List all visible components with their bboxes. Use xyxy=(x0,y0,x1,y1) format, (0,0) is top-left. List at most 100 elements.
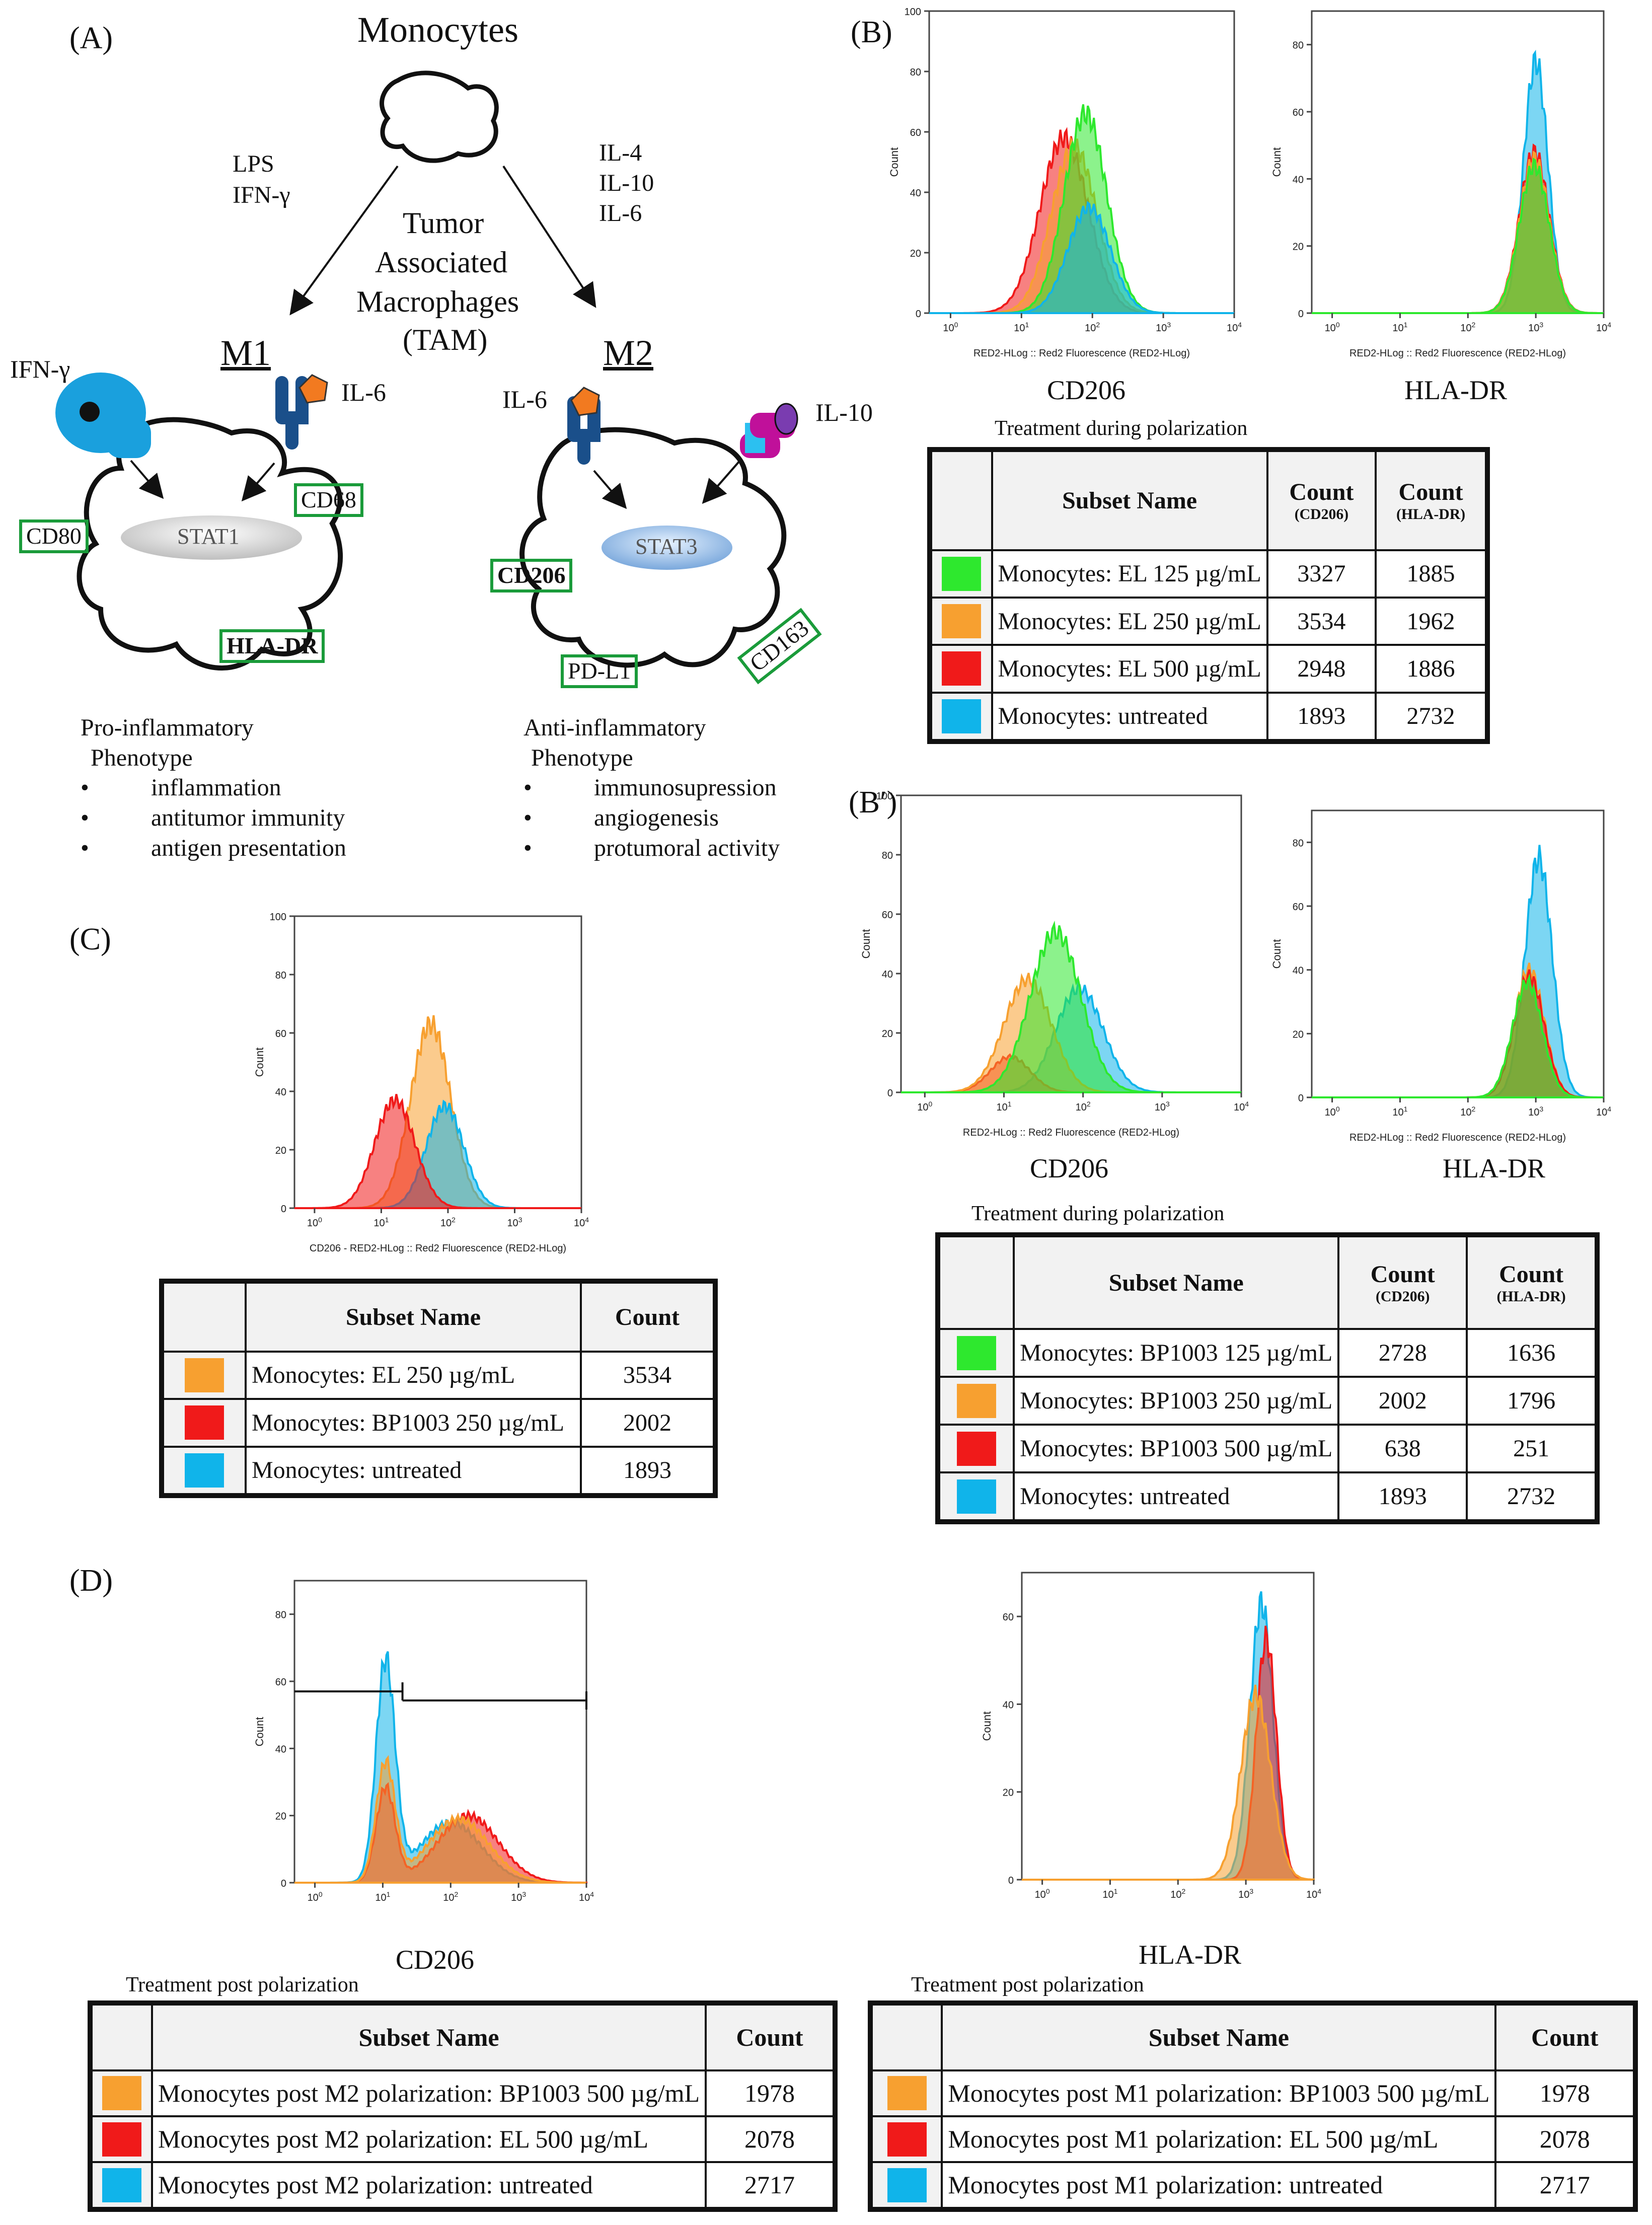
panel-c-label: (C) xyxy=(69,922,111,956)
table-b-col-name: Subset Name xyxy=(991,450,1268,551)
table-d2-col-name: Subset Name xyxy=(941,2004,1497,2071)
x-tick-label: 101 xyxy=(1102,1887,1117,1900)
x-tick-label: 102 xyxy=(440,1216,456,1229)
x-tick-label: 101 xyxy=(375,1890,390,1903)
anti-item: angiogenesis xyxy=(523,803,780,833)
x-tick-label: 103 xyxy=(1155,1100,1170,1113)
pro-item: antigen presentation xyxy=(81,833,346,863)
tam-line-2: Associated xyxy=(375,246,508,279)
y-tick-label: 80 xyxy=(882,850,893,861)
anti-phenotype-list: immunosupression angiogenesis protumoral… xyxy=(523,773,780,863)
table-b-heading: Treatment during polarization xyxy=(995,417,1248,440)
panel-b-label: (B) xyxy=(851,15,892,49)
y-tick-label: 40 xyxy=(882,969,893,980)
bp-hladr-caption: HLA-DR xyxy=(1443,1153,1545,1183)
x-tick-label: 104 xyxy=(1306,1887,1321,1900)
x-tick-label: 100 xyxy=(1035,1887,1050,1900)
table-row: Monocytes post M2 polarization: BP1003 5… xyxy=(90,2069,835,2117)
tam-line-3: Macrophages xyxy=(356,285,519,318)
legend-swatch xyxy=(90,2069,154,2117)
x-tick-label: 103 xyxy=(1528,321,1543,334)
m1-label: M1 xyxy=(220,333,271,373)
count-cell: 2728 xyxy=(1337,1328,1468,1378)
schematic-graphics xyxy=(55,70,798,671)
subset-name: Monocytes: BP1003 250 µg/mL xyxy=(245,1398,582,1448)
pro-phenotype-list: inflammation antitumor immunity antigen … xyxy=(81,773,346,863)
y-tick-label: 40 xyxy=(1003,1699,1014,1711)
y-tick-label: 40 xyxy=(275,1087,286,1098)
count-cell: 2078 xyxy=(1494,2115,1635,2163)
table-b-col-count2: Count (HLA-DR) xyxy=(1375,450,1487,551)
x-tick-label: 104 xyxy=(574,1216,589,1229)
panel-bp-label: (B′) xyxy=(849,785,897,820)
table-row: Monocytes post M1 polarization: BP1003 5… xyxy=(870,2069,1635,2117)
y-tick-label: 80 xyxy=(1293,40,1304,51)
panel-d-label: (D) xyxy=(69,1564,113,1598)
table-bp-col-count2: Count (HLA-DR) xyxy=(1466,1235,1597,1330)
y-tick-label: 60 xyxy=(275,1028,286,1040)
legend-swatch xyxy=(938,1376,1015,1426)
count-cell: 2732 xyxy=(1466,1471,1597,1521)
legend-swatch xyxy=(930,691,993,741)
y-tick-label: 80 xyxy=(910,67,921,78)
stat1-label: STAT1 xyxy=(177,524,240,549)
stat3-node xyxy=(602,526,732,570)
y-tick-label: 60 xyxy=(882,910,893,921)
table-bp-col-count1: Count (CD206) xyxy=(1337,1235,1468,1330)
y-tick-label: 20 xyxy=(1293,1029,1304,1040)
subset-name: Monocytes: BP1003 250 µg/mL xyxy=(1013,1376,1340,1426)
table-bp-col-name: Subset Name xyxy=(1013,1235,1340,1330)
legend-swatch xyxy=(90,2161,154,2209)
y-tick-label: 100 xyxy=(905,7,921,18)
count-cell: 251 xyxy=(1466,1424,1597,1474)
x-tick-label: 104 xyxy=(1596,321,1611,334)
count-cell: 1893 xyxy=(580,1445,715,1495)
subset-name: Monocytes: EL 250 µg/mL xyxy=(991,596,1268,646)
chart-frame-B-HLADR xyxy=(1311,10,1605,314)
hladr-marker: HLA-DR xyxy=(219,629,325,663)
m2-cell-icon xyxy=(519,427,787,668)
y-tick-label: 100 xyxy=(876,791,893,802)
count-cell: 1962 xyxy=(1375,596,1487,646)
count-cell: 1893 xyxy=(1266,691,1377,741)
pdl1-marker: PD-L1 xyxy=(561,654,638,688)
count-cell: 1886 xyxy=(1375,644,1487,694)
x-tick-label: 102 xyxy=(1460,1105,1475,1118)
y-tick-label: 20 xyxy=(275,1145,286,1156)
ifng-label: IFN-γ xyxy=(10,355,70,383)
y-tick-label: 60 xyxy=(1293,107,1304,118)
y-tick-label: 20 xyxy=(275,1811,286,1822)
y-tick-label: 80 xyxy=(1293,838,1304,849)
y-axis-label: Count xyxy=(981,1712,993,1741)
count-cell: 1893 xyxy=(1337,1471,1468,1521)
count-cell: 3534 xyxy=(580,1350,715,1400)
m1-signal-arrow-2 xyxy=(241,462,275,502)
y-tick-label: 60 xyxy=(1003,1612,1014,1623)
subset-name: Monocytes post M1 polarization: BP1003 5… xyxy=(941,2069,1497,2117)
il10-label: IL-10 xyxy=(815,398,873,426)
table-row: Monocytes: untreated 1893 xyxy=(162,1445,715,1495)
subset-name: Monocytes: untreated xyxy=(991,691,1268,741)
y-tick-label: 60 xyxy=(910,127,921,138)
table-bp: Subset Name Count (CD206) Count (HLA-DR) M… xyxy=(935,1232,1600,1524)
il10-receptor-icon xyxy=(740,403,798,458)
il6-m1-label: IL-6 xyxy=(341,378,386,406)
x-tick-label: 104 xyxy=(1234,1100,1249,1113)
y-tick-label: 0 xyxy=(281,1204,286,1215)
y-axis-label: Count xyxy=(253,1717,266,1747)
table-c: Subset Name Count Monocytes: EL 250 µg/m… xyxy=(159,1279,718,1498)
anti-item: immunosupression xyxy=(523,773,780,803)
histogram-series xyxy=(294,1094,581,1209)
subset-name: Monocytes: untreated xyxy=(245,1445,582,1495)
pro-phenotype-title-1: Pro-inflammatory xyxy=(81,714,254,741)
histogram-series xyxy=(294,1755,586,1884)
tam-line-4: (TAM) xyxy=(403,323,488,356)
table-d1: Subset Name Count Monocytes post M2 pola… xyxy=(88,2000,838,2212)
table-row: Monocytes post M2 polarization: untreate… xyxy=(90,2161,835,2209)
x-tick-label: 102 xyxy=(1085,321,1100,334)
y-axis-label: Count xyxy=(860,929,872,959)
anti-phenotype-title-1: Anti-inflammatory xyxy=(523,714,706,741)
legend-swatch xyxy=(930,549,993,599)
count-cell: 638 xyxy=(1337,1424,1468,1474)
table-d1-heading: Treatment post polarization xyxy=(126,1973,359,1996)
